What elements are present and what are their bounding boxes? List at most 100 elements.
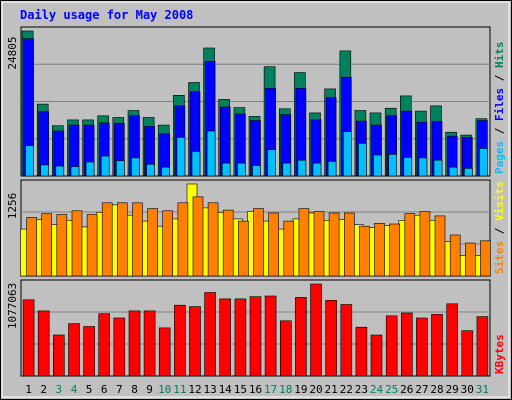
bar-pages-9 — [146, 164, 155, 177]
bar-pages-31 — [479, 148, 488, 177]
label-pages: Pages — [493, 141, 506, 174]
label-separator: / — [493, 68, 506, 88]
panel-visits-sites: 1256 Sites / Visits — [6, 179, 506, 277]
bar-pages-30 — [463, 168, 473, 177]
bar-kbytes-19 — [295, 297, 307, 377]
label-separator: / — [493, 121, 506, 141]
bar-sites-4 — [71, 210, 83, 277]
x-tick-23: 23 — [355, 383, 368, 396]
bar-sites-5 — [86, 214, 98, 277]
bar-sites-31 — [480, 240, 491, 277]
bar-sites-2 — [41, 213, 53, 277]
panel-kbytes: 1077063 KBytes — [6, 279, 506, 377]
bar-sites-13 — [207, 202, 219, 277]
bar-kbytes-7 — [113, 317, 126, 377]
x-tick-19: 19 — [294, 383, 307, 396]
x-tick-2: 2 — [40, 383, 47, 396]
bar-pages-24 — [373, 154, 382, 177]
bar-kbytes-12 — [189, 306, 201, 377]
chart-title: Daily usage for May 2008 — [20, 8, 193, 22]
x-tick-18: 18 — [279, 383, 292, 396]
bar-kbytes-22 — [340, 304, 353, 377]
bar-kbytes-18 — [279, 320, 292, 377]
bar-pages-22 — [342, 131, 352, 177]
series-files — [23, 38, 488, 177]
bar-kbytes-30 — [461, 330, 474, 377]
label-hits: Hits — [493, 42, 506, 69]
bar-sites-6 — [101, 202, 113, 277]
bar-sites-21 — [328, 212, 340, 277]
bar-kbytes-16 — [249, 296, 262, 377]
x-tick-30: 30 — [461, 383, 474, 396]
bar-sites-30 — [464, 242, 476, 277]
series-visits — [20, 183, 485, 277]
bar-sites-7 — [117, 202, 128, 277]
label-separator: / — [493, 221, 506, 241]
bar-pages-4 — [70, 166, 80, 177]
x-tick-29: 29 — [446, 383, 459, 396]
bar-kbytes-3 — [52, 334, 65, 377]
bar-sites-11 — [177, 202, 189, 277]
bar-kbytes-29 — [446, 303, 459, 377]
bar-sites-1 — [26, 217, 37, 277]
x-tick-13: 13 — [203, 383, 216, 396]
bar-sites-20 — [313, 211, 325, 277]
x-tick-14: 14 — [219, 383, 233, 396]
bar-kbytes-26 — [400, 312, 413, 377]
bar-sites-12 — [192, 196, 204, 277]
bar-pages-13 — [206, 130, 216, 177]
series-axis-label: KBytes — [493, 334, 506, 374]
bar-kbytes-11 — [174, 304, 186, 377]
x-tick-3: 3 — [55, 383, 62, 396]
bar-sites-17 — [268, 212, 279, 277]
series-axis-label: Pages / Files / Hits — [493, 42, 506, 175]
x-tick-7: 7 — [116, 383, 123, 396]
bar-pages-8 — [131, 157, 140, 177]
bar-pages-19 — [297, 159, 307, 177]
x-tick-6: 6 — [101, 383, 108, 396]
bar-sites-29 — [449, 234, 461, 277]
bar-kbytes-21 — [325, 299, 337, 377]
bar-sites-19 — [298, 208, 310, 277]
bar-pages-14 — [221, 162, 231, 177]
bar-pages-29 — [448, 166, 458, 177]
bar-pages-6 — [100, 155, 110, 177]
x-tick-17: 17 — [264, 383, 277, 396]
bar-kbytes-9 — [143, 310, 156, 377]
x-tick-24: 24 — [370, 383, 384, 396]
panel-hits-files-pages: 24805 Pages / Files / Hits — [6, 26, 506, 177]
series-axis-label: Sites / Visits — [493, 181, 506, 274]
bar-pages-23 — [358, 143, 367, 177]
bar-kbytes-27 — [416, 317, 428, 377]
bar-pages-26 — [403, 157, 413, 177]
bar-kbytes-17 — [264, 295, 277, 377]
bar-pages-1 — [25, 145, 34, 177]
bar-sites-10 — [162, 210, 173, 277]
bar-kbytes-20 — [310, 283, 322, 377]
bar-sites-26 — [404, 213, 416, 277]
x-tick-11: 11 — [173, 383, 186, 396]
bar-pages-17 — [267, 149, 276, 177]
x-tick-1: 1 — [25, 383, 32, 396]
bar-pages-2 — [40, 164, 50, 177]
x-tick-10: 10 — [158, 383, 171, 396]
x-tick-26: 26 — [400, 383, 413, 396]
x-tick-9: 9 — [146, 383, 153, 396]
series-kbytes — [22, 283, 489, 377]
bar-kbytes-2 — [37, 310, 50, 377]
bar-sites-28 — [434, 215, 446, 277]
bar-pages-5 — [85, 161, 95, 177]
label-kbytes: KBytes — [493, 334, 506, 374]
bar-pages-18 — [282, 162, 292, 177]
x-tick-28: 28 — [430, 383, 443, 396]
bar-pages-21 — [327, 161, 337, 177]
bar-kbytes-23 — [355, 326, 368, 377]
bar-pages-28 — [433, 159, 443, 177]
bar-pages-10 — [161, 166, 170, 177]
bar-pages-16 — [252, 165, 261, 177]
x-tick-5: 5 — [86, 383, 93, 396]
x-tick-27: 27 — [415, 383, 428, 396]
bar-sites-9 — [147, 208, 158, 277]
bar-kbytes-24 — [370, 334, 383, 377]
